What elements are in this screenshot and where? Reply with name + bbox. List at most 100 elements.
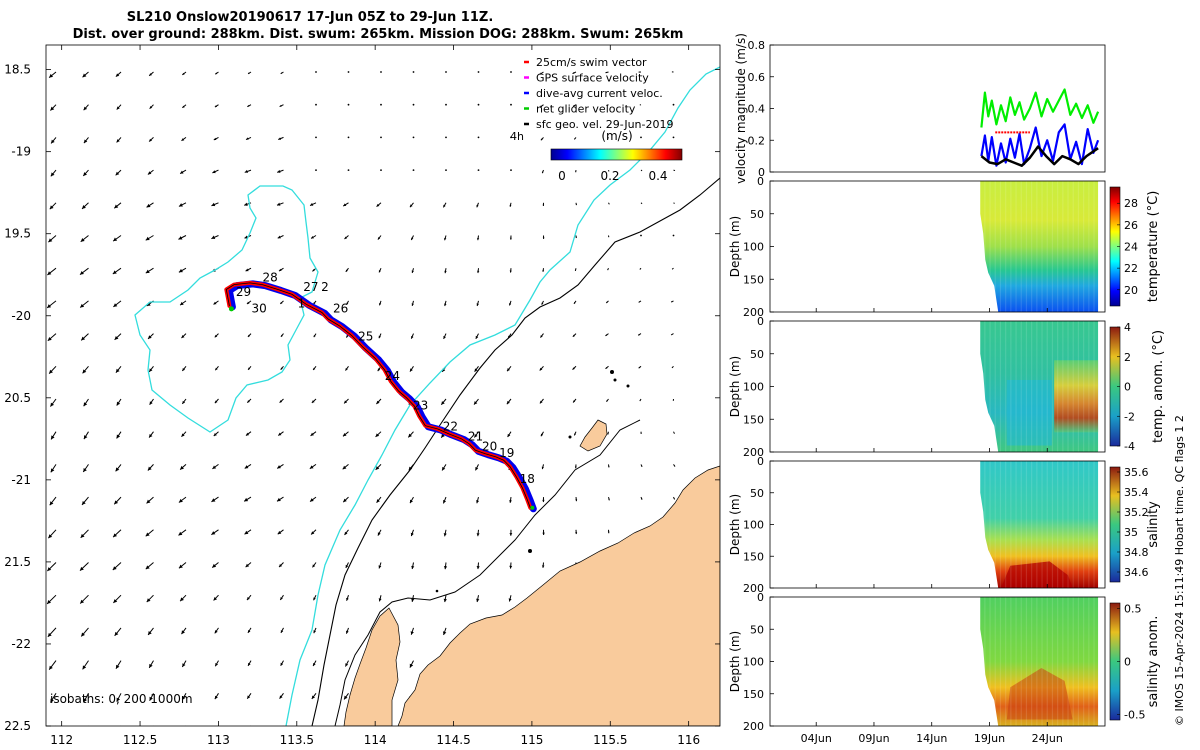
depth-tick-label: 200	[743, 446, 764, 459]
legend-cbar-tick: 0.2	[600, 169, 619, 183]
velocity-arrow	[114, 333, 122, 341]
velocity-arrow	[277, 529, 284, 535]
velocity-arrow	[541, 169, 544, 174]
velocity-arrow	[149, 693, 154, 701]
velocity-arrow	[510, 725, 511, 726]
velocity-arrow	[409, 496, 414, 504]
velocity-arrow	[50, 169, 57, 177]
map-x-tick-label: 114.5	[436, 733, 470, 747]
velocity-arrow	[280, 627, 284, 634]
depth-tick-label: 50	[750, 348, 764, 361]
velocity-arrow	[79, 594, 89, 604]
velocity-arrow	[541, 464, 544, 470]
velocity-arrow	[380, 103, 382, 106]
velocity-arrow	[443, 595, 447, 603]
map-x-tick-label: 112	[50, 733, 73, 747]
velocity-arrow	[377, 235, 382, 240]
velocity-arrow	[278, 562, 284, 568]
velocity-arrow	[315, 725, 316, 726]
velocity-arrow	[147, 627, 154, 636]
velocity-arrow	[310, 529, 317, 535]
velocity-arrow	[475, 464, 479, 471]
velocity-arrow	[48, 529, 57, 539]
velocity-arrow	[608, 169, 610, 172]
velocity-arrow	[672, 398, 674, 401]
depth-tick-label: 100	[743, 656, 764, 669]
velocity-arrow	[508, 595, 512, 602]
velocity-arrow	[247, 660, 252, 667]
velocity-arrow	[214, 365, 219, 371]
velocity-y-tick-label: 0.6	[748, 71, 766, 84]
velocity-arrow	[276, 463, 284, 469]
velocity-arrow	[477, 136, 480, 139]
day-label: 23	[413, 398, 428, 412]
velocity-arrow	[178, 496, 187, 503]
velocity-arrow	[380, 169, 382, 172]
velocity-arrow	[310, 431, 317, 437]
velocity-arrow	[477, 71, 480, 73]
velocity-arrow	[82, 365, 89, 374]
velocity-arrow	[380, 725, 381, 726]
velocity-arrow	[377, 529, 382, 536]
velocity-arrow	[247, 365, 252, 371]
velocity-arrow	[540, 137, 544, 141]
velocity-arrow	[608, 202, 610, 205]
track-end-marker	[228, 306, 234, 312]
depth-tick-label: 200	[743, 306, 764, 319]
velocity-arrow	[83, 693, 89, 703]
velocity-arrow	[672, 136, 675, 139]
figure-title-line2: Dist. over ground: 288km. Dist. swum: 26…	[73, 27, 684, 42]
isobath-1000m	[311, 177, 720, 726]
velocity-arrow	[641, 725, 642, 726]
velocity-arrow	[213, 594, 219, 601]
velocity-arrow	[244, 463, 252, 469]
velocity-arrow	[410, 529, 414, 537]
velocity-arrow	[442, 496, 447, 504]
legend-label: dive-avg current veloc.	[536, 87, 663, 100]
profile-panel: 0 50 100 150 200 Depth (m) -4 -2 0 2 4 temp. anom. …	[728, 315, 1166, 459]
land-peninsula	[343, 607, 401, 726]
velocity-arrow	[82, 660, 89, 670]
velocity-arrow	[49, 202, 57, 210]
velocity-arrow	[47, 627, 57, 638]
depth-ylabel: Depth (m)	[728, 356, 742, 417]
colorbar-tick-label: 0	[1124, 656, 1131, 669]
land-islet	[435, 589, 439, 593]
colorbar-tick-label: 34.6	[1124, 566, 1149, 579]
land-islet	[528, 549, 532, 553]
map-y-tick-label: -22	[11, 637, 31, 651]
velocity-arrow	[182, 71, 187, 76]
depth-ylabel: Depth (m)	[728, 494, 742, 555]
velocity-arrow	[444, 235, 447, 241]
profile-field	[980, 181, 1099, 312]
depth-tick-label: 50	[750, 208, 764, 221]
velocity-arrow	[575, 497, 578, 502]
velocity-arrow	[245, 267, 252, 272]
map-y-tick-label: -20	[11, 309, 31, 323]
velocity-arrow	[607, 529, 610, 534]
legend-cbar-unit: (m/s)	[601, 129, 632, 143]
velocity-arrow	[572, 333, 577, 338]
velocity-arrow	[412, 136, 415, 139]
map-y-tick-label: 19.5	[4, 227, 31, 241]
day-label: 29	[236, 285, 251, 299]
velocity-arrow	[378, 267, 382, 273]
velocity-arrow	[185, 725, 186, 726]
velocity-arrow	[605, 365, 609, 370]
velocity-arrow	[542, 235, 545, 239]
velocity-arrow	[212, 463, 219, 470]
velocity-arrow	[181, 365, 187, 372]
colorbar-tick-label: 35.2	[1124, 506, 1149, 519]
velocity-arrow	[214, 104, 219, 108]
colorbar-tick-label: 35.4	[1124, 486, 1149, 499]
velocity-arrow	[670, 333, 674, 336]
velocity-arrow	[608, 496, 610, 501]
date-tick-label: 09Jun	[858, 732, 889, 745]
velocity-arrow	[280, 71, 284, 75]
velocity-arrow	[508, 300, 512, 306]
velocity-arrow	[608, 464, 610, 468]
depth-tick-label: 0	[757, 315, 764, 328]
velocity-series	[980, 88, 1100, 128]
depth-tick-label: 0	[757, 455, 764, 468]
